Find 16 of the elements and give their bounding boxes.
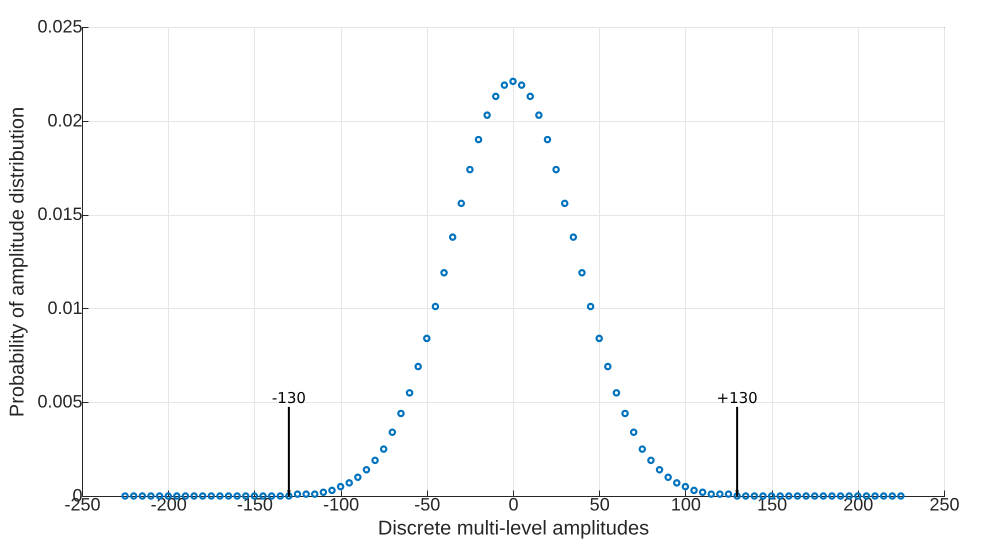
y-tick-label: 0.015 (37, 204, 82, 224)
x-tick-label: -200 (150, 494, 187, 514)
annotation: -130 (272, 388, 306, 407)
y-tick-label: 0.025 (37, 16, 82, 36)
annotation: +130 (716, 388, 758, 407)
x-axis-title: Discrete multi-level amplitudes (378, 518, 650, 540)
y-axis-title: Probability of amplitude distribution (6, 106, 28, 418)
x-tick-label: -50 (414, 494, 440, 514)
x-tick-label: 0 (508, 494, 519, 514)
x-tick-label: 250 (929, 494, 960, 514)
y-tick-label: 0.005 (37, 392, 82, 412)
y-tick-label: 0.02 (47, 110, 82, 130)
y-tick-label: 0.01 (47, 298, 82, 318)
x-tick-label: 100 (670, 494, 701, 514)
x-tick-label: 50 (590, 494, 610, 514)
x-tick-label: -100 (323, 494, 360, 514)
